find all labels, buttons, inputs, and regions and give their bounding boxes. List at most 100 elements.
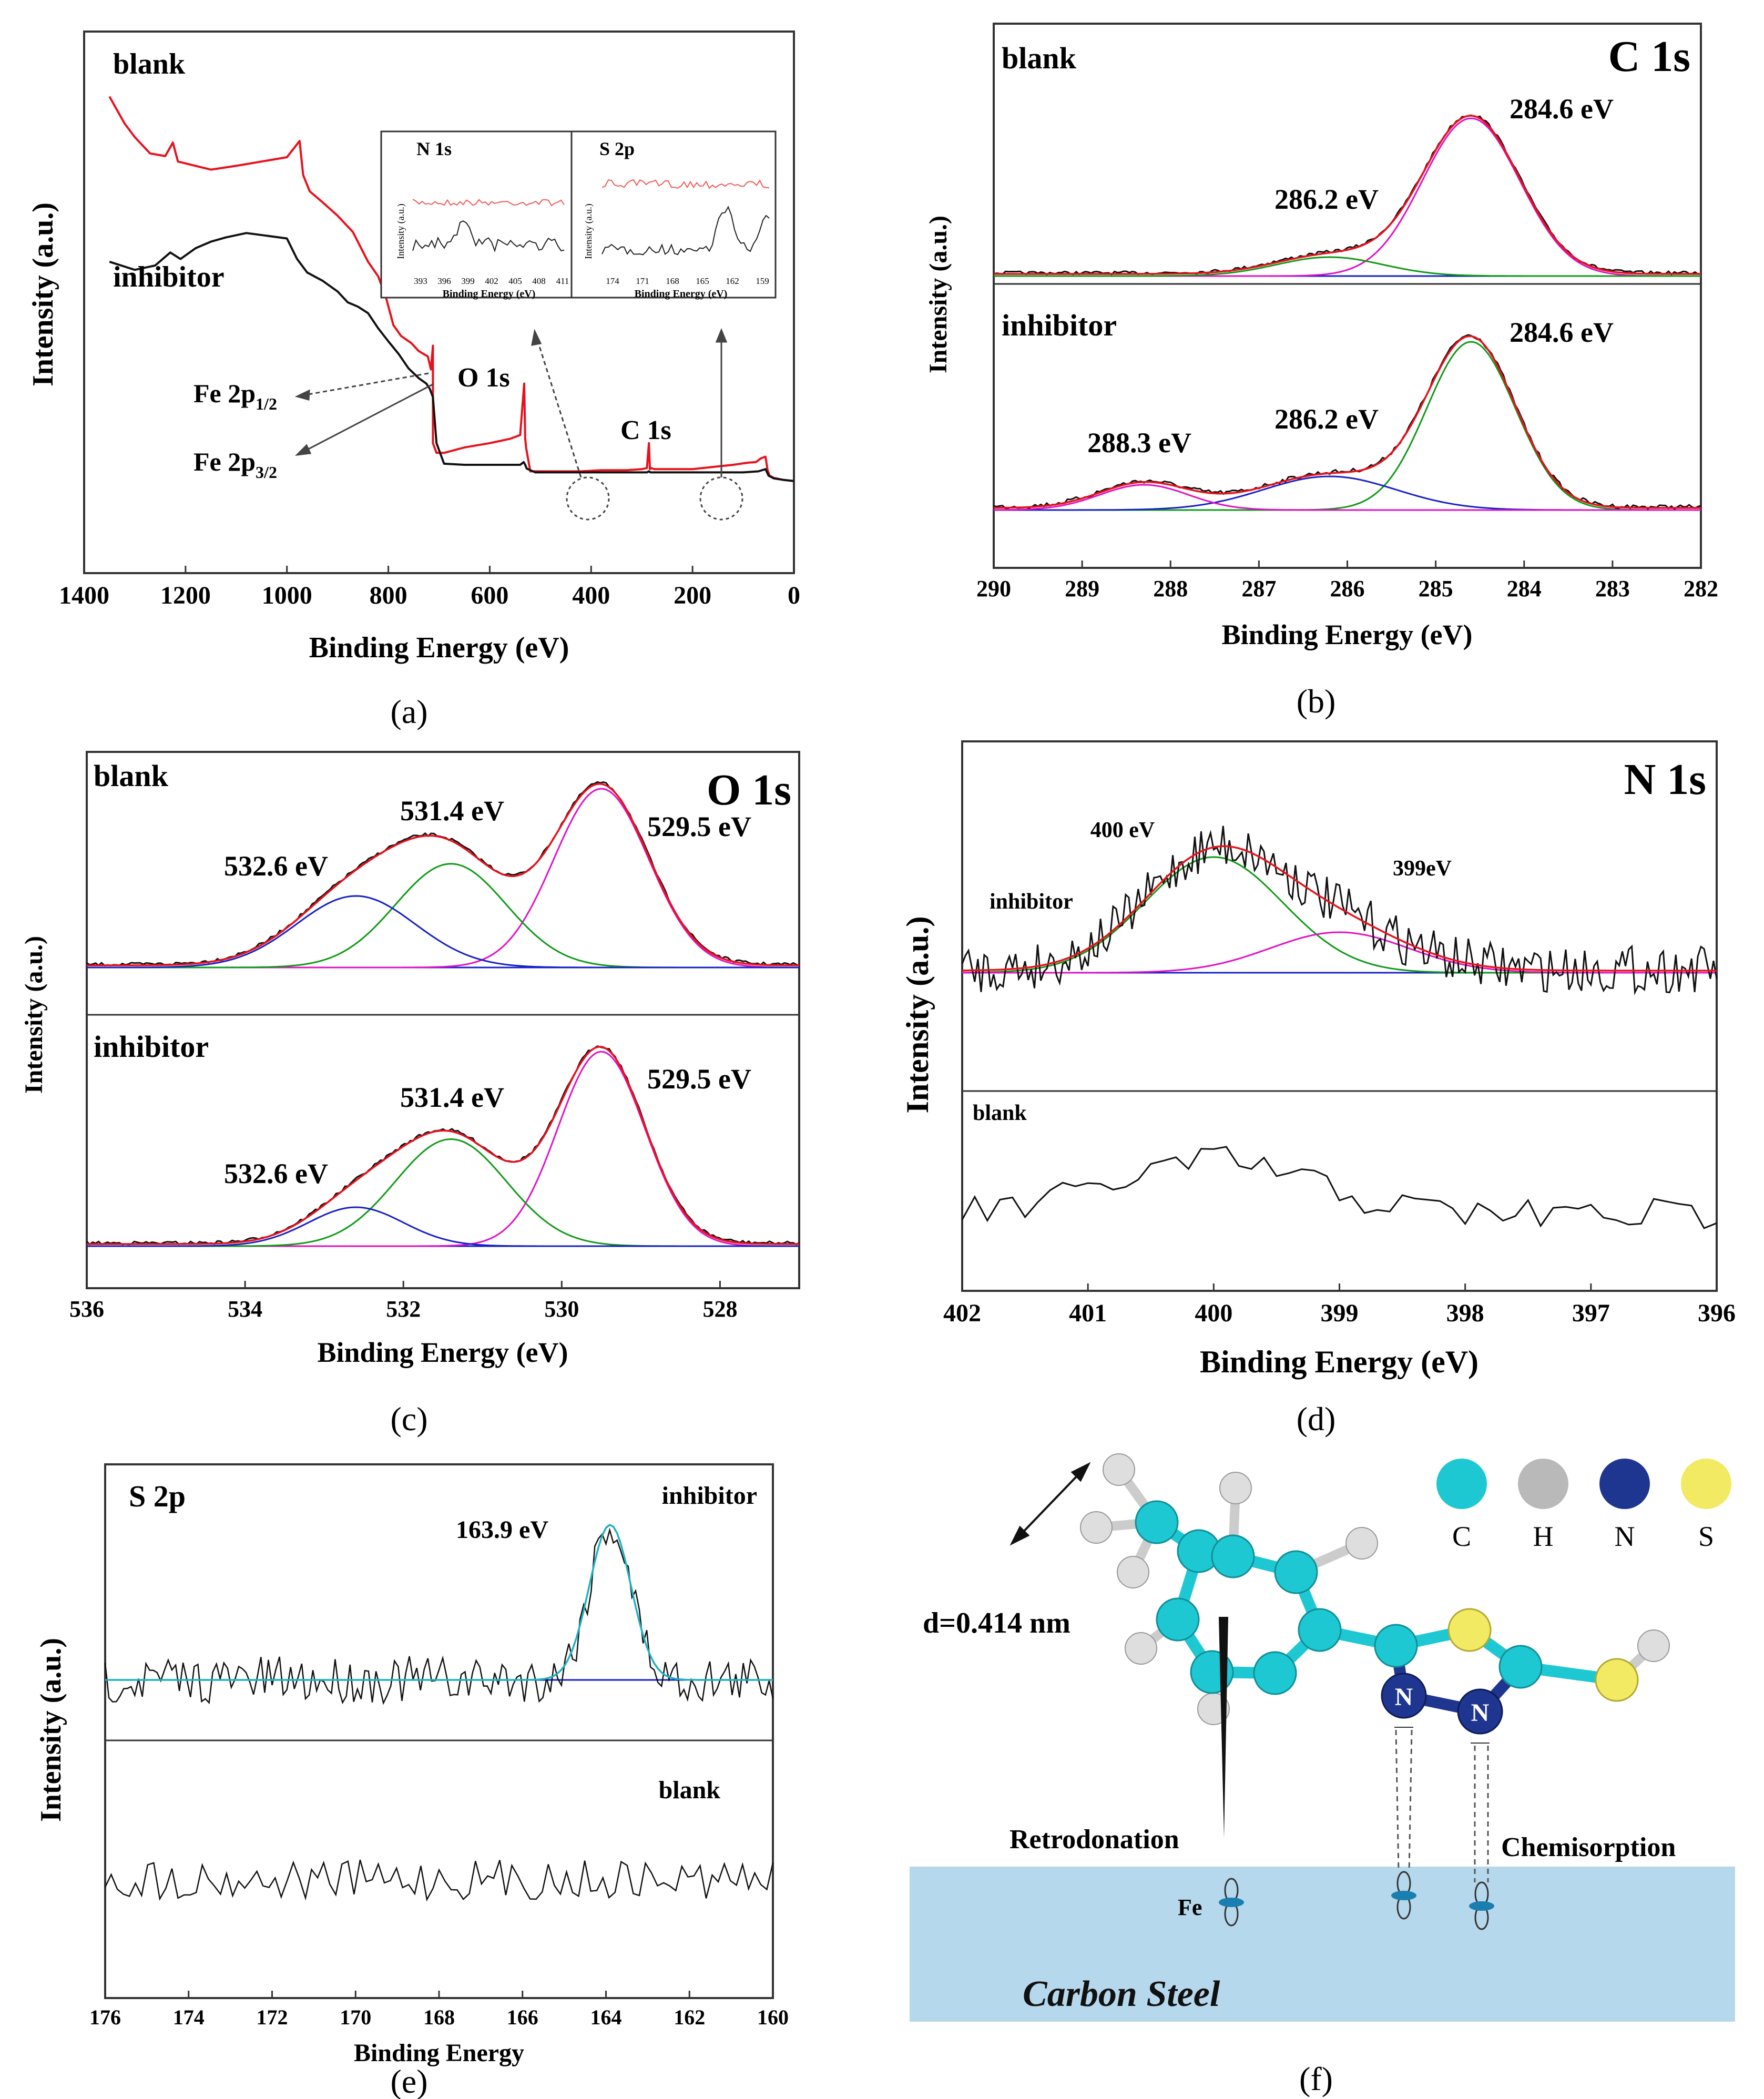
panel-a-inset-s2p: S 2p Intensity (a.u.) 174 171 168 165 162 159… bbox=[570, 130, 777, 300]
distance-arrow bbox=[1010, 1462, 1091, 1546]
panel-b-title: C 1s bbox=[1608, 32, 1690, 81]
panel-a-inset-n1s-title: N 1s bbox=[416, 138, 452, 159]
hydrogen-atom bbox=[1103, 1453, 1135, 1486]
carbon-atom bbox=[1374, 1624, 1418, 1668]
panel-d-peak-label-2: 399eV bbox=[1393, 857, 1452, 881]
panel-a-tick-label: 600 bbox=[471, 582, 508, 609]
panel-d-inhibitor-spectrum bbox=[961, 826, 1718, 995]
panel-a-inset-n1s-inhibitor-trace bbox=[412, 220, 565, 253]
panel-a-plot-frame bbox=[83, 30, 795, 574]
panel-a-arrow-fe12 bbox=[302, 372, 429, 396]
panel-a-x-axis-label: Binding Energy (eV) bbox=[309, 631, 569, 664]
panel-a-inset-s2p-title: S 2p bbox=[599, 138, 635, 159]
panel-a-inset-s2p-xlabel: Binding Energy (eV) bbox=[635, 288, 728, 300]
fe-orbital-3 bbox=[1469, 1881, 1494, 1930]
inset-tick-label: 405 bbox=[508, 276, 522, 286]
inset-tick-label: 162 bbox=[726, 276, 739, 286]
panel-d-title: N 1s bbox=[1624, 755, 1706, 804]
panel-e-raw-data bbox=[104, 1527, 774, 1705]
panel-d-inhibitor-label: inhibitor bbox=[990, 890, 1073, 914]
nitrogen-atom bbox=[1457, 1688, 1503, 1735]
panel-e-fit-peak bbox=[105, 1524, 773, 1681]
panel-b-inhibitor-label: inhibitor bbox=[1002, 308, 1117, 342]
panel-a-inhibitor-trace bbox=[109, 232, 794, 482]
carbon-steel-label: Carbon Steel bbox=[1023, 1974, 1220, 2014]
panel-e-tick-label: 170 bbox=[340, 2005, 371, 2029]
inset-tick-label: 402 bbox=[485, 276, 498, 286]
carbon-steel-surface bbox=[910, 1867, 1735, 2022]
n-lone-pair-marks bbox=[1394, 1727, 1490, 1744]
panel-d-blank-label: blank bbox=[973, 1101, 1027, 1125]
panel-d-y-axis-label: Intensity (a.u.) bbox=[900, 916, 935, 1113]
sulfur-atom bbox=[1595, 1658, 1639, 1702]
panel-d-x-ticks: 402 401 400 399 398 397 396 bbox=[943, 1283, 1736, 1327]
fe-label: Fe bbox=[1178, 1894, 1202, 1920]
panel-a-arrowhead-fe12 bbox=[294, 389, 310, 401]
sulfur-atom bbox=[1447, 1608, 1492, 1652]
panel-d-inhibitor-raw-data bbox=[961, 826, 1718, 995]
panel-b-inhibitor-component-peak bbox=[993, 484, 1701, 511]
panel-c-inhibitor-peak-label-2: 531.4 eV bbox=[400, 1082, 504, 1113]
panel-e-x-axis-label: Binding Energy bbox=[354, 2039, 524, 2067]
panel-c-blank-envelope-fit bbox=[87, 783, 799, 966]
panel-c-x-ticks: 536 534 532 530 528 bbox=[69, 1281, 737, 1322]
panel-a-tick-label: 200 bbox=[674, 582, 711, 609]
panel-a-annotation-arrows bbox=[294, 328, 743, 521]
panel-d-peak-label-1: 400 eV bbox=[1090, 818, 1155, 842]
panel-b-tick-label: 283 bbox=[1595, 576, 1630, 602]
panel-e-blank-trace bbox=[104, 1859, 774, 1902]
panel-d-tick-label: 399 bbox=[1321, 1299, 1359, 1327]
panel-d-tick-label: 398 bbox=[1446, 1299, 1484, 1327]
hydrogen-atom bbox=[1345, 1527, 1378, 1560]
inset-tick-label: 168 bbox=[666, 276, 679, 286]
panel-d-tick-label: 396 bbox=[1698, 1299, 1736, 1327]
panel-a-inset-n1s-blank-trace bbox=[412, 199, 565, 207]
legend-label-c: C bbox=[1452, 1521, 1471, 1552]
chemisorption-lines bbox=[1395, 1729, 1489, 1882]
panel-a-inset-n1s-xlabel: Binding Energy (eV) bbox=[443, 288, 536, 300]
panel-d-caption: (d) bbox=[1297, 1400, 1336, 1438]
distance-arrowhead-lower bbox=[1010, 1525, 1030, 1546]
distance-label: d=0.414 nm bbox=[923, 1607, 1070, 1639]
carbon-atom bbox=[1298, 1608, 1342, 1652]
panel-b-inhibitor-peak-label-3: 288.3 eV bbox=[1087, 427, 1191, 458]
panel-b-tick-label: 286 bbox=[1330, 576, 1365, 602]
nitrogen-atom bbox=[1381, 1673, 1427, 1719]
fe-orbitals bbox=[1219, 1871, 1494, 1930]
panel-a-inset-n1s-ticks: 393 396 399 402 405 408 411 bbox=[414, 276, 569, 286]
panel-e-tick-label: 162 bbox=[674, 2005, 705, 2029]
panel-c-x-axis-label: Binding Energy (eV) bbox=[317, 1337, 568, 1368]
legend-label-n: N bbox=[1615, 1521, 1635, 1552]
panel-b-tick-label: 289 bbox=[1065, 576, 1099, 602]
panel-c-inhibitor-peak-label-1: 529.5 eV bbox=[647, 1063, 751, 1095]
chemisorption-line bbox=[1408, 1729, 1413, 1872]
panel-e-title: S 2p bbox=[129, 1479, 186, 1513]
panel-a-inset-s2p-ylabel: Intensity (a.u.) bbox=[583, 203, 594, 259]
panel-d-tick-label: 401 bbox=[1069, 1299, 1107, 1327]
panel-b-blank-component-peak bbox=[994, 256, 1701, 277]
nitrogen-symbol: N bbox=[1471, 1699, 1490, 1727]
panel-c-inhibitor-peak-label-3: 532.6 eV bbox=[224, 1158, 328, 1189]
panel-a-circle-s2p bbox=[699, 476, 743, 521]
panel-c-inhibitor-component-peak bbox=[87, 1206, 799, 1247]
panel-a-inset-s2p-inhibitor-trace bbox=[601, 206, 770, 256]
carbon-atom bbox=[1135, 1500, 1179, 1544]
panel-c-blank-component-peak bbox=[87, 863, 799, 969]
inset-tick-label: 165 bbox=[696, 276, 709, 286]
panel-a-arrow-fe32 bbox=[302, 383, 434, 453]
panel-e-x-ticks: 176 174 172 170 168 166 164 162 160 bbox=[89, 1991, 789, 2029]
panel-f-caption: (f) bbox=[1299, 2060, 1333, 2097]
panel-e-tick-label: 166 bbox=[507, 2005, 538, 2029]
panel-c-tick-label: 534 bbox=[228, 1296, 262, 1322]
panel-b-tick-label: 282 bbox=[1684, 576, 1718, 602]
chemisorption-line bbox=[1395, 1729, 1400, 1872]
carbon-atom bbox=[1211, 1534, 1255, 1578]
chemisorption-label: Chemisorption bbox=[1501, 1832, 1676, 1862]
panel-e-y-axis-label: Intensity (a.u.) bbox=[35, 1638, 67, 1822]
orbital-ring bbox=[1391, 1891, 1416, 1900]
panel-a-tick-label: 1000 bbox=[262, 582, 312, 609]
legend-label-s: S bbox=[1698, 1521, 1714, 1552]
panel-e-inhibitor-label: inhibitor bbox=[662, 1482, 757, 1510]
molecule-atoms: N N bbox=[1080, 1453, 1670, 1735]
